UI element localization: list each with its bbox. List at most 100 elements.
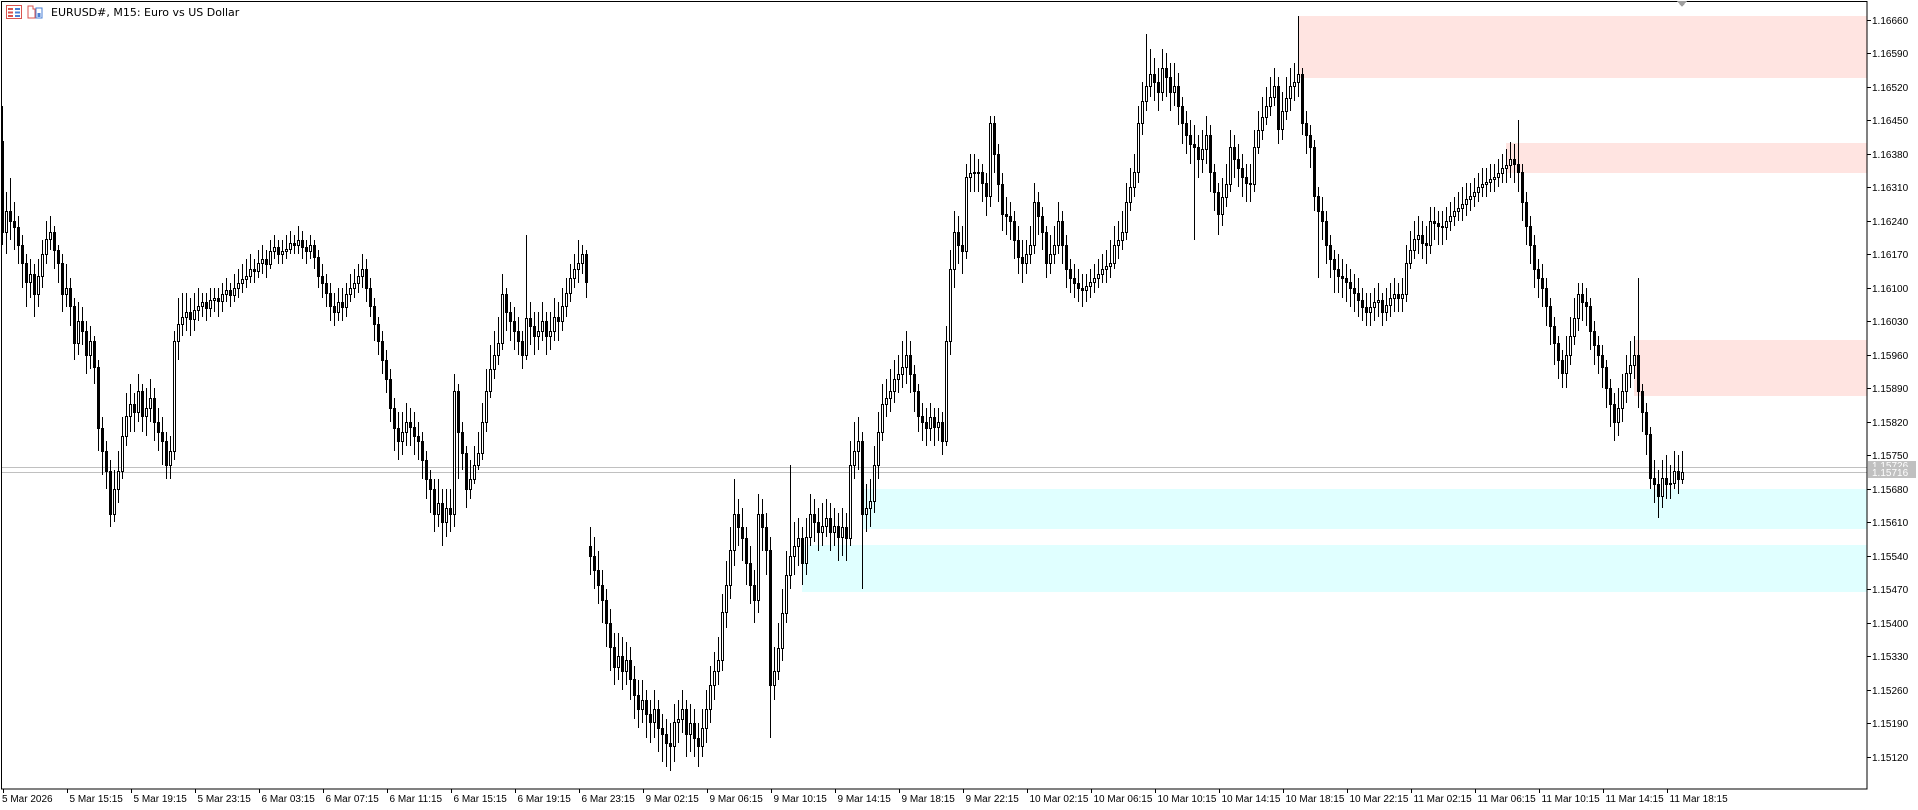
candle-body-bear <box>1525 202 1528 227</box>
candle-body-bull <box>733 514 736 551</box>
candle-body-bear <box>33 274 36 295</box>
candle <box>673 704 676 762</box>
candle-body-bear <box>1073 278 1076 284</box>
candle <box>425 451 428 499</box>
candle <box>289 231 292 254</box>
candle-body-bear <box>1045 232 1048 264</box>
candle-body-bull <box>481 422 484 454</box>
candle <box>1161 49 1164 101</box>
candle <box>577 240 580 283</box>
candle-body-bull <box>757 514 760 601</box>
chart-shift-marker[interactable] <box>1677 1 1687 7</box>
candle-body-bull <box>1161 68 1164 93</box>
candle-body-bull <box>905 355 908 368</box>
candle <box>621 637 624 690</box>
candle <box>529 302 532 345</box>
candle-body-bull <box>149 398 152 409</box>
candle <box>689 704 692 752</box>
candle-body-bear <box>189 312 192 320</box>
price-label: 1.15610 <box>1872 518 1909 529</box>
candle <box>953 211 956 288</box>
candle-body-bull <box>169 451 172 466</box>
candle-body-bull <box>561 306 564 322</box>
candle-body-bear <box>1061 221 1064 246</box>
candle-body-bull <box>873 465 876 502</box>
candle-body-bear <box>941 422 944 442</box>
candle-body-bull <box>1405 263 1408 295</box>
candle <box>1025 240 1028 274</box>
candle-body-bull <box>689 723 692 735</box>
candle-body-bull <box>1265 106 1268 118</box>
candle-body-bear <box>393 408 396 429</box>
candle-body-bull <box>445 508 448 523</box>
price-label: 1.15750 <box>1872 451 1909 462</box>
candle-body-bear <box>333 306 336 313</box>
candle-body-bull <box>1453 211 1456 217</box>
candle-body-bear <box>461 432 464 454</box>
candle <box>1345 264 1348 302</box>
candle <box>1353 274 1356 312</box>
candle-body-bull <box>1033 202 1036 246</box>
candle-body-bull <box>673 722 676 747</box>
candle-body-bull <box>245 276 248 280</box>
candle <box>1673 451 1676 489</box>
candle <box>337 288 340 321</box>
candle <box>677 700 680 743</box>
candle-body-bull <box>1413 239 1416 251</box>
candle-body-bear <box>993 123 996 155</box>
candle <box>1629 341 1632 388</box>
candle <box>965 164 968 259</box>
candle <box>5 192 8 254</box>
candle-body-bear <box>313 245 316 258</box>
candle <box>381 331 384 374</box>
candle-body-bear <box>1041 216 1044 233</box>
candle-body-bull <box>477 453 480 466</box>
candle-body-bear <box>1645 412 1648 435</box>
candle <box>1377 283 1380 317</box>
candle-body-bull <box>129 404 132 417</box>
candle-body-bear <box>629 660 632 680</box>
candle <box>641 680 644 723</box>
candle <box>685 700 688 757</box>
time-label: 9 Mar 06:15 <box>710 794 764 805</box>
candle-body-bear <box>133 404 136 413</box>
candle <box>833 508 836 546</box>
candle-body-bear <box>593 556 596 571</box>
candle-body-bear <box>765 527 768 551</box>
candle-body-bear <box>985 183 988 197</box>
candle <box>1205 116 1208 164</box>
candle-body-bull <box>549 331 552 337</box>
candle <box>937 408 940 441</box>
candle <box>713 652 716 700</box>
candle <box>825 499 828 537</box>
candle-body-bear <box>529 318 532 327</box>
candle-body-bull <box>1373 302 1376 308</box>
candle <box>245 259 248 288</box>
candle <box>241 264 244 293</box>
candle-body-bear <box>1217 192 1220 215</box>
candle <box>1177 73 1180 125</box>
candle <box>737 499 740 546</box>
candle-body-bear <box>613 647 616 668</box>
time-label: 6 Mar 23:15 <box>582 794 636 805</box>
time-label: 6 Mar 03:15 <box>262 794 316 805</box>
chart-template-icon[interactable] <box>27 5 43 19</box>
candle-body-bull <box>1501 168 1504 174</box>
candle <box>757 494 760 613</box>
supply-zone <box>1506 142 1867 174</box>
candle <box>537 312 540 350</box>
candle <box>1021 240 1024 283</box>
list-icon[interactable] <box>6 5 22 19</box>
candle-body-bull <box>569 278 572 294</box>
candle-body-bear <box>1549 306 1552 327</box>
price-label: 1.15960 <box>1872 351 1909 362</box>
candle-body-bull <box>1289 86 1292 99</box>
candle <box>281 240 284 264</box>
candle <box>413 412 416 455</box>
candle <box>1169 63 1172 111</box>
candle-body-bear <box>425 460 428 480</box>
candle-body-bear <box>61 263 64 295</box>
candle <box>585 250 588 298</box>
candle-body-bull <box>361 269 364 277</box>
